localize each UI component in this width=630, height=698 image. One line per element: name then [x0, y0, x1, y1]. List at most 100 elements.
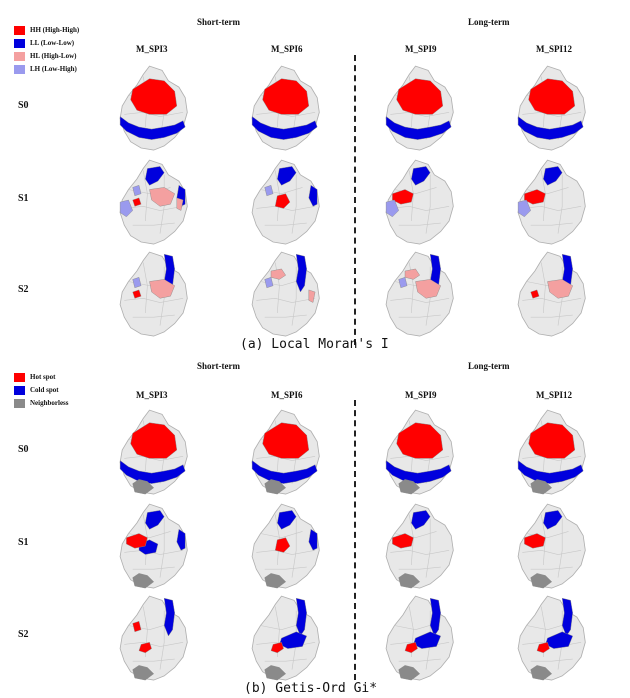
legend-item-hh: HH (High-High)	[14, 24, 79, 36]
short-long-divider	[354, 400, 356, 680]
cluster-region	[119, 199, 133, 218]
district-map	[119, 409, 188, 495]
cluster-region	[404, 268, 420, 280]
cluster-region	[396, 78, 444, 115]
cluster-region	[398, 665, 421, 681]
legend-item-neighborless: Neighborless	[14, 397, 69, 409]
district-map	[251, 159, 320, 245]
cluster-region	[149, 279, 175, 299]
cluster-region	[277, 166, 297, 186]
cluster-region	[132, 665, 155, 681]
cluster-region	[251, 460, 318, 484]
cluster-region	[530, 665, 553, 681]
district-map	[385, 65, 454, 151]
district-border	[530, 658, 573, 662]
cluster-region	[126, 533, 148, 549]
map-outline	[119, 251, 188, 337]
district-border	[260, 623, 303, 631]
district-border	[394, 623, 437, 631]
district-map	[385, 595, 454, 681]
cluster-region	[543, 510, 563, 530]
cluster-region	[385, 199, 399, 218]
district-border	[526, 623, 569, 631]
cluster-region	[524, 189, 546, 205]
cluster-region	[415, 279, 441, 299]
column-label: M_SPI12	[536, 44, 572, 54]
district-map	[517, 251, 586, 337]
district-map	[119, 503, 188, 589]
legend-swatch	[14, 372, 25, 382]
cluster-region	[264, 277, 274, 289]
cluster-region	[132, 621, 142, 633]
cluster-region	[132, 289, 142, 299]
district-border	[142, 170, 148, 222]
district-map	[385, 409, 454, 495]
cluster-region	[308, 528, 318, 551]
cluster-region	[163, 597, 175, 637]
cluster-region	[524, 533, 546, 549]
cluster-region	[119, 116, 186, 140]
map-outline	[385, 251, 454, 337]
district-border	[390, 297, 450, 303]
cluster-region	[270, 268, 286, 280]
column-label: M_SPI9	[405, 44, 437, 54]
district-border	[530, 566, 573, 570]
district-map	[251, 251, 320, 337]
legend-swatch	[14, 51, 25, 61]
district-border	[398, 566, 441, 570]
legend-item-lh: LH (Low-High)	[14, 63, 79, 75]
legend-swatch	[14, 398, 25, 408]
district-map	[119, 65, 188, 151]
cluster-region	[396, 422, 444, 459]
district-map	[517, 65, 586, 151]
district-map	[517, 159, 586, 245]
column-label: M_SPI6	[271, 44, 303, 54]
cluster-region	[132, 573, 155, 589]
cluster-region	[264, 665, 287, 681]
legend-item-cold: Cold spot	[14, 384, 69, 396]
district-border	[274, 170, 280, 222]
legend-label: HL (High-Low)	[30, 52, 77, 60]
district-map	[251, 409, 320, 495]
cluster-region	[264, 479, 287, 495]
district-map	[119, 159, 188, 245]
district-map	[385, 503, 454, 589]
cluster-region	[429, 597, 441, 637]
cluster-region	[251, 116, 318, 140]
district-border	[124, 297, 184, 303]
cluster-region	[385, 460, 452, 484]
cluster-region	[385, 116, 452, 140]
cluster-region	[536, 642, 550, 654]
column-label: M_SPI6	[271, 390, 303, 400]
cluster-region	[130, 78, 178, 115]
cluster-region	[119, 460, 186, 484]
cluster-region	[132, 185, 142, 197]
caption-b: (b) Getis-Ord Gi*	[244, 681, 378, 696]
cluster-region	[392, 533, 414, 549]
cluster-region	[517, 116, 584, 140]
row-label: S1	[18, 193, 29, 204]
district-border	[132, 222, 175, 226]
district-border	[530, 222, 573, 226]
column-label: M_SPI3	[136, 44, 168, 54]
cluster-region	[547, 279, 573, 299]
district-map	[251, 65, 320, 151]
district-border	[540, 262, 546, 314]
cluster-region	[528, 78, 576, 115]
cluster-region	[295, 253, 307, 293]
legend-swatch	[14, 25, 25, 35]
row-label: S1	[18, 537, 29, 548]
district-border	[274, 514, 280, 566]
legend-b: Hot spot Cold spot Neighborless	[14, 371, 69, 409]
legend-label: HH (High-High)	[30, 26, 80, 34]
cluster-region	[138, 642, 152, 654]
cluster-region	[132, 479, 155, 495]
cluster-region	[530, 573, 553, 589]
district-border	[260, 531, 303, 539]
district-border	[264, 658, 307, 662]
district-border	[132, 314, 175, 318]
district-map	[517, 503, 586, 589]
legend-item-hot: Hot spot	[14, 371, 69, 383]
short-long-divider	[354, 55, 356, 345]
district-map	[385, 159, 454, 245]
